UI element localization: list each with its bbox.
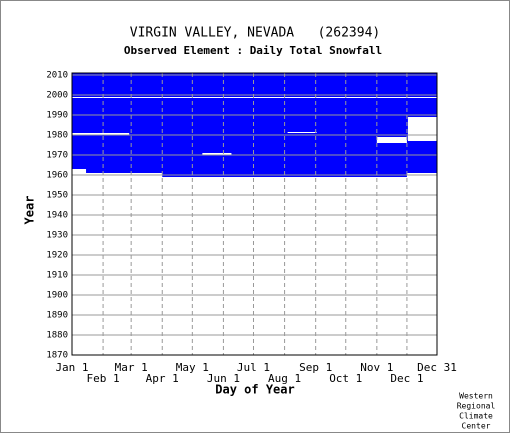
y-axis-label: Year [23, 196, 37, 225]
y-tick-label: 1870 [46, 351, 68, 361]
y-tick-label: 1930 [46, 231, 68, 241]
y-tick-label: 1960 [46, 171, 68, 181]
chart-title: VIRGIN VALLEY, NEVADA (262394) [130, 26, 380, 41]
footer-line: Regional [457, 402, 496, 411]
footer-line: Western [459, 392, 493, 401]
chart-subtitle: Observed Element : Daily Total Snowfall [124, 44, 382, 57]
y-tick-label: 1940 [46, 211, 68, 221]
gap-block [407, 117, 437, 141]
x-tick-label: Dec 1 [390, 372, 423, 385]
gap-block [72, 97, 437, 98]
y-tick-label: 1970 [46, 151, 68, 161]
x-tick-label: Sep 1 [299, 361, 332, 374]
x-tick-label: Jun 1 [207, 372, 240, 385]
x-axis-label: Day of Year [215, 383, 294, 397]
x-tick-label: Jan 1 [55, 361, 88, 374]
footer-line: Climate [459, 412, 493, 421]
y-tick-label: 2000 [46, 91, 68, 101]
y-tick-label: 2010 [46, 71, 68, 81]
footer-line: Center [462, 422, 491, 431]
x-tick-label: Aug 1 [268, 372, 301, 385]
x-tick-label: Feb 1 [87, 372, 120, 385]
x-tick-label: Nov 1 [360, 361, 393, 374]
y-tick-label: 1880 [46, 331, 68, 341]
y-tick-label: 1990 [46, 111, 68, 121]
y-tick-label: 1950 [46, 191, 68, 201]
x-tick-label: Dec 31 [417, 361, 457, 374]
gap-block [287, 132, 317, 133]
gap-block [72, 169, 87, 173]
y-tick-label: 1900 [46, 291, 68, 301]
gap-block [376, 137, 407, 143]
gap-block [202, 153, 232, 155]
gap-block [72, 133, 130, 135]
x-tick-label: Oct 1 [329, 372, 362, 385]
x-tick-label: May 1 [176, 361, 209, 374]
y-tick-label: 1910 [46, 271, 68, 281]
plot-border [71, 72, 438, 356]
y-tick-label: 1980 [46, 131, 68, 141]
x-tick-label: Mar 1 [115, 361, 148, 374]
x-tick-label: Jul 1 [237, 361, 270, 374]
y-tick-label: 1890 [46, 311, 68, 321]
coverage-block [72, 73, 437, 173]
y-tick-label: 1920 [46, 251, 68, 261]
x-tick-label: Apr 1 [146, 372, 179, 385]
